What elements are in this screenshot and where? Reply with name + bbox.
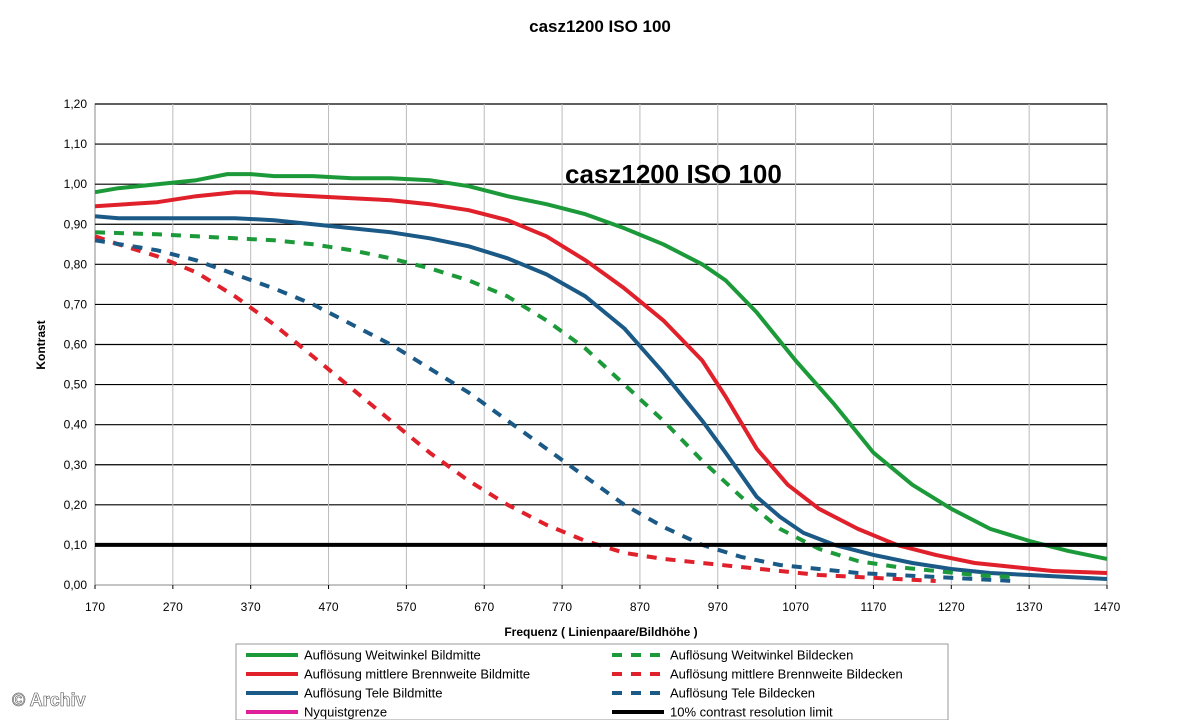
series-lines: [95, 174, 1107, 581]
x-tick-label: 170: [85, 600, 105, 614]
y-tick-label: 0,40: [64, 418, 88, 432]
y-tick-label: 0,20: [64, 498, 88, 512]
y-tick-label: 0,50: [64, 378, 88, 392]
y-tick-label: 0,80: [64, 257, 88, 271]
x-tick-label: 470: [319, 600, 339, 614]
chart-title: casz1200 ISO 100: [529, 17, 671, 36]
legend-entry: 10% contrast resolution limit: [670, 705, 833, 720]
y-tick-label: 0,00: [64, 578, 88, 592]
series-line: [95, 240, 1014, 581]
x-tick-label: 570: [396, 600, 416, 614]
legend-entry: Auflösung Tele Bildecken: [670, 686, 815, 701]
series-line: [95, 232, 1014, 577]
x-tick-label: 870: [630, 600, 650, 614]
y-tick-label: 0,10: [64, 538, 88, 552]
chart-inner-title: casz1200 ISO 100: [565, 159, 782, 189]
x-tick-label: 370: [241, 600, 261, 614]
x-tick-label: 1470: [1094, 600, 1121, 614]
legend-entry: Auflösung Weitwinkel Bildmitte: [304, 648, 481, 663]
y-axis-label: Kontrast: [34, 320, 48, 369]
legend-entry: Auflösung mittlere Brennweite Bildecken: [670, 667, 903, 682]
x-tick-label: 1270: [938, 600, 965, 614]
y-tick-label: 1,20: [64, 97, 88, 111]
legend-entry: Auflösung mittlere Brennweite Bildmitte: [304, 667, 530, 682]
legend-entry: Auflösung Tele Bildmitte: [304, 686, 443, 701]
y-tick-label: 0,30: [64, 458, 88, 472]
watermark-text: © Archiv: [12, 690, 86, 710]
y-tick-label: 0,70: [64, 297, 88, 311]
x-axis-label: Frequenz ( Linienpaare/Bildhöhe ): [504, 625, 697, 639]
x-tick-label: 1370: [1016, 600, 1043, 614]
legend-entry: Auflösung Weitwinkel Bildecken: [670, 648, 853, 663]
y-tick-label: 1,00: [64, 177, 88, 191]
series-line: [95, 174, 1107, 559]
y-tick-label: 0,60: [64, 338, 88, 352]
y-tick-label: 0,90: [64, 217, 88, 231]
x-tick-label: 970: [708, 600, 728, 614]
x-tick-label: 1070: [782, 600, 809, 614]
x-tick-label: 1170: [861, 600, 887, 614]
y-tick-label: 1,10: [64, 137, 88, 151]
x-tick-label: 770: [552, 600, 572, 614]
legend-entry: Nyquistgrenze: [304, 705, 387, 720]
series-line: [95, 192, 1107, 573]
x-tick-label: 270: [163, 600, 183, 614]
series-line: [95, 236, 936, 581]
x-tick-label: 670: [474, 600, 494, 614]
